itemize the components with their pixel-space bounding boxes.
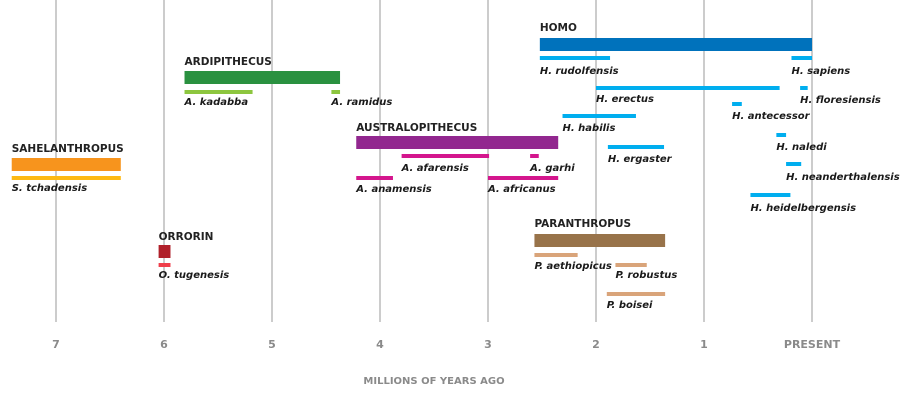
species-bar-p-boisei xyxy=(606,292,666,296)
species-label-h-naledi: H. naledi xyxy=(776,142,827,153)
genus-group-australopithecus: AUSTRALOPITHECUS A. afarensis A. garhi A. a… xyxy=(355,122,575,195)
genus-group-paranthropus: PARANTHROPUS P. aethiopicus P. robustus P. … xyxy=(534,218,677,311)
x-tick-label-3: 3 xyxy=(484,338,492,351)
species-bar-a-africanus xyxy=(488,176,559,180)
species-label-h-floresiensis: H. floresiensis xyxy=(800,95,881,106)
genus-bar-sahelanthropus xyxy=(11,158,121,171)
species-bar-o-tugenesis xyxy=(158,263,171,267)
species-bar-p-robustus xyxy=(615,263,647,267)
species-bar-a-afarensis xyxy=(401,154,490,158)
x-tick-label-6: 6 xyxy=(160,338,168,351)
genus-bar-ardipithecus xyxy=(184,71,341,84)
species-label-a-afarensis: A. afarensis xyxy=(401,163,469,174)
species-bar-h-heidelbergensis xyxy=(750,193,791,197)
genus-group-homo: HOMO H. rudolfensis H. sapiens H. erectus H.… xyxy=(539,22,900,214)
species-bar-h-rudolfensis xyxy=(539,56,611,60)
species-label-h-heidelbergensis: H. heidelbergensis xyxy=(750,203,856,214)
species-label-a-africanus: A. africanus xyxy=(487,184,556,195)
species-label-p-aethiopicus: P. aethiopicus xyxy=(534,261,611,272)
species-label-h-antecessor: H. antecessor xyxy=(732,111,811,122)
species-label-h-sapiens: H. sapiens xyxy=(791,66,850,77)
species-bar-h-ergaster xyxy=(607,145,665,149)
species-label-o-tugenesis: O. tugenesis xyxy=(159,270,230,281)
genus-group-sahelanthropus: SAHELANTHROPUS S. tchadensis xyxy=(11,143,124,194)
genus-bar-homo xyxy=(539,38,812,51)
species-label-h-ergaster: H. ergaster xyxy=(608,154,673,165)
gridlines xyxy=(55,0,813,322)
species-bar-h-naledi xyxy=(776,133,787,137)
species-label-a-ramidus: A. ramidus xyxy=(330,97,392,108)
genus-label-homo: HOMO xyxy=(540,22,577,34)
species-bar-h-neanderthalensis xyxy=(786,162,802,166)
x-tick-label-7: 7 xyxy=(52,338,60,351)
species-bar-h-floresiensis xyxy=(800,86,808,90)
x-tick-label-present: PRESENT xyxy=(784,338,841,351)
x-tick-label-4: 4 xyxy=(376,338,384,351)
species-bar-a-garhi xyxy=(530,154,539,158)
genus-label-australopithecus: AUSTRALOPITHECUS xyxy=(356,122,477,134)
species-bar-a-ramidus xyxy=(331,90,341,94)
species-bar-h-erectus xyxy=(596,86,780,90)
species-label-h-erectus: H. erectus xyxy=(596,94,654,105)
species-bar-s-tchadensis xyxy=(11,176,121,180)
genus-label-sahelanthropus: SAHELANTHROPUS xyxy=(12,143,124,155)
species-bar-h-antecessor xyxy=(732,102,742,106)
genus-group-orrorin: ORRORIN O. tugenesis xyxy=(158,231,230,281)
x-axis: 7 6 5 4 3 2 1 PRESENT xyxy=(52,338,840,351)
genus-label-orrorin: ORRORIN xyxy=(159,231,214,243)
genus-group-ardipithecus: ARDIPITHECUS A. kadabba A. ramidus xyxy=(184,56,393,108)
species-bar-h-sapiens xyxy=(791,56,812,60)
genus-label-ardipithecus: ARDIPITHECUS xyxy=(185,56,272,68)
x-tick-label-2: 2 xyxy=(592,338,600,351)
x-axis-title: MILLIONS OF YEARS AGO xyxy=(363,376,504,387)
genus-bar-orrorin xyxy=(158,245,171,258)
species-label-h-rudolfensis: H. rudolfensis xyxy=(540,66,619,77)
species-label-a-kadabba: A. kadabba xyxy=(184,97,249,108)
bars: SAHELANTHROPUS S. tchadensis ORRORIN O. tug… xyxy=(11,22,900,311)
genus-bar-australopithecus xyxy=(356,136,559,149)
species-label-s-tchadensis: S. tchadensis xyxy=(12,183,87,194)
x-tick-label-1: 1 xyxy=(700,338,708,351)
species-label-h-neanderthalensis: H. neanderthalensis xyxy=(786,172,900,183)
species-label-a-anamensis: A. anamensis xyxy=(355,184,432,195)
species-label-p-robustus: P. robustus xyxy=(615,270,677,281)
species-bar-a-anamensis xyxy=(356,176,393,180)
genus-bar-paranthropus xyxy=(534,234,666,247)
species-bar-h-habilis xyxy=(562,114,636,118)
genus-label-paranthropus: PARANTHROPUS xyxy=(534,218,631,230)
species-bar-p-aethiopicus xyxy=(534,253,578,257)
x-tick-label-5: 5 xyxy=(268,338,276,351)
species-label-p-boisei: P. boisei xyxy=(607,300,653,311)
species-label-a-garhi: A. garhi xyxy=(529,163,575,174)
species-label-h-habilis: H. habilis xyxy=(563,123,616,134)
species-bar-a-kadabba xyxy=(184,90,253,94)
